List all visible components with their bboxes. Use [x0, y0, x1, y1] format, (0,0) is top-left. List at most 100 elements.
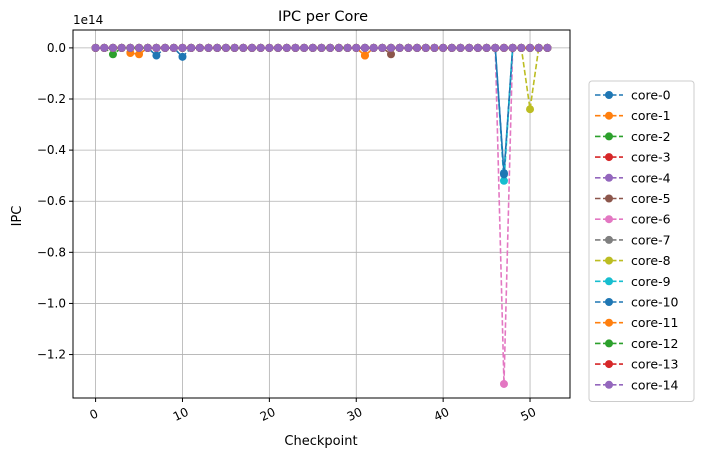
- data-point: [291, 43, 300, 52]
- legend-label: core-13: [631, 357, 679, 372]
- series-core-14: [91, 43, 552, 52]
- data-point: [117, 43, 126, 52]
- x-axis-label: Checkpoint: [284, 434, 357, 449]
- legend-marker: [605, 235, 613, 244]
- data-point: [178, 52, 187, 61]
- data-point: [308, 43, 317, 52]
- data-point: [473, 43, 482, 52]
- legend-marker: [605, 91, 613, 99]
- legend-item: core-13: [595, 357, 679, 372]
- data-point: [108, 43, 117, 52]
- data-point: [282, 43, 291, 52]
- data-point: [334, 43, 343, 52]
- data-point: [108, 50, 117, 59]
- legend-label: core-0: [631, 88, 671, 103]
- grid-lines: [73, 30, 570, 398]
- legend-item: core-3: [595, 150, 671, 165]
- x-tick-label: 40: [432, 405, 452, 424]
- data-point: [178, 43, 187, 52]
- legend-item: core-7: [595, 232, 671, 247]
- legend-marker: [605, 380, 613, 389]
- legend-marker: [605, 339, 613, 348]
- legend-label: core-5: [631, 191, 671, 206]
- legend-item: core-11: [595, 315, 679, 330]
- y-tick-label: 0.0: [47, 41, 66, 55]
- data-point: [447, 43, 456, 52]
- x-tick-label: 10: [171, 405, 191, 424]
- data-point: [369, 43, 378, 52]
- legend-marker: [605, 360, 613, 369]
- legend-box: [588, 80, 695, 402]
- data-point: [169, 43, 178, 52]
- data-point: [421, 43, 430, 52]
- y-tick-label: −1.0: [37, 296, 66, 310]
- legend-item: core-4: [595, 170, 671, 185]
- legend-label: core-7: [631, 232, 671, 247]
- data-point: [300, 43, 309, 52]
- legend-marker: [605, 194, 613, 203]
- data-point: [499, 43, 508, 52]
- legend-marker: [605, 298, 613, 306]
- data-point: [204, 43, 213, 52]
- data-point: [482, 43, 491, 52]
- data-point: [352, 43, 361, 52]
- data-point: [317, 43, 326, 52]
- data-point: [126, 43, 135, 52]
- legend-item: core-12: [595, 336, 679, 351]
- data-point: [413, 43, 422, 52]
- data-point: [91, 43, 100, 52]
- legend-item: core-0: [595, 88, 671, 103]
- data-point: [265, 43, 274, 52]
- data-point: [152, 51, 161, 60]
- data-point: [239, 43, 248, 52]
- legend-label: core-9: [631, 274, 671, 289]
- data-point: [360, 51, 369, 60]
- data-point: [526, 43, 535, 52]
- legend-marker: [605, 173, 613, 182]
- y-axis-label: IPC: [10, 206, 25, 227]
- y-offset-label: 1e14: [73, 13, 103, 27]
- legend-label: core-4: [631, 170, 671, 185]
- data-point: [439, 43, 448, 52]
- series-layer: [91, 43, 552, 388]
- data-point: [143, 43, 152, 52]
- data-point: [534, 43, 543, 52]
- legend-marker: [605, 111, 613, 120]
- data-point: [100, 43, 109, 52]
- legend-item: core-1: [595, 108, 671, 123]
- legend-item: core-8: [595, 253, 671, 268]
- data-point: [213, 43, 222, 52]
- data-point: [517, 43, 526, 52]
- legend-label: core-3: [631, 150, 671, 165]
- legend-label: core-11: [631, 315, 679, 330]
- legend-label: core-12: [631, 336, 679, 351]
- legend-item: core-14: [595, 377, 679, 392]
- y-tick-label: −0.8: [37, 245, 66, 259]
- data-point: [456, 43, 465, 52]
- legend-marker: [605, 132, 613, 141]
- y-axis: 0.0 −0.2 −0.4 −0.6 −0.8 −1.0 −1.2: [37, 41, 73, 362]
- x-tick-label: 20: [258, 405, 278, 424]
- legend-label: core-2: [631, 129, 671, 144]
- data-point: [526, 105, 535, 114]
- data-point: [508, 43, 517, 52]
- data-point: [343, 43, 352, 52]
- data-point: [430, 43, 439, 52]
- data-point: [499, 170, 508, 179]
- y-tick-label: −0.6: [37, 194, 66, 208]
- legend-label: core-14: [631, 377, 679, 392]
- x-tick-label: 50: [518, 405, 538, 424]
- data-point: [152, 43, 161, 52]
- legend-label: core-10: [631, 295, 679, 310]
- data-point: [221, 43, 230, 52]
- data-point: [135, 50, 144, 59]
- legend-marker: [605, 256, 613, 265]
- data-point: [378, 43, 387, 52]
- legend-label: core-8: [631, 253, 671, 268]
- legend: core-0 core-1 core-2 core-3 core-4 core-5 core…: [588, 80, 695, 402]
- data-point: [360, 43, 369, 52]
- data-point: [491, 43, 500, 52]
- data-point: [499, 379, 508, 388]
